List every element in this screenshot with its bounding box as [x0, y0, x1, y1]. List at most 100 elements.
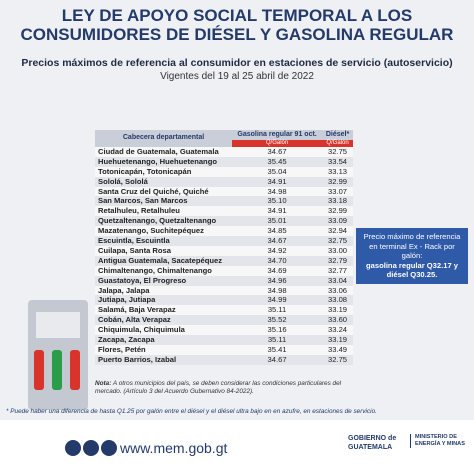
city-cell: San Marcos, San Marcos [95, 196, 233, 207]
price-cell: 32.77 [322, 265, 353, 276]
ministry-logo: MINISTERIO DE ENERGÍA Y MINAS [410, 434, 474, 448]
footnote: * Puede haber una diferencia de hasta Q1… [6, 408, 377, 415]
price-cell: 34.70 [232, 255, 323, 266]
price-cell: 34.67 [232, 354, 323, 365]
title-line: CONSUMIDORES DE DIÉSEL Y GASOLINA REGULA… [20, 25, 454, 44]
city-cell: Zacapa, Zacapa [95, 335, 233, 346]
price-cell: 35.41 [232, 345, 323, 355]
unit-header: Q/Galón [322, 139, 353, 147]
table-row: Chimaltenango, Chimaltenango 34.69 32.77 [95, 265, 353, 276]
price-cell: 32.99 [322, 176, 353, 187]
column-header: Diésel* [322, 130, 353, 140]
city-cell: Ciudad de Guatemala, Guatemala [95, 146, 233, 157]
price-cell: 32.75 [322, 236, 353, 246]
table-row: Ciudad de Guatemala, Guatemala 34.67 32.75 [95, 146, 353, 157]
reference-box: Precio máximo de referencia en terminal … [356, 228, 468, 284]
price-cell: 35.45 [232, 156, 323, 167]
city-cell: Guastatoya, El Progreso [95, 275, 233, 286]
price-cell: 33.24 [322, 325, 353, 336]
city-cell: Puerto Barrios, Izabal [95, 354, 233, 365]
table-row: Sololá, Sololá 34.91 32.99 [95, 176, 353, 187]
city-cell: Antigua Guatemala, Sacatepéquez [95, 255, 233, 266]
price-cell: 32.75 [322, 146, 353, 157]
table-row: Salamá, Baja Verapaz 35.11 33.19 [95, 305, 353, 316]
twitter-icon[interactable] [101, 440, 117, 456]
column-header: Cabecera departamental [95, 130, 233, 147]
title: LEY DE APOYO SOCIAL TEMPORAL A LOS CONSU… [0, 6, 474, 44]
unit-header: Q/Galón [232, 139, 323, 147]
price-cell: 35.04 [232, 166, 323, 177]
city-cell: Totonicapán, Totonicapán [95, 166, 233, 177]
facebook-icon[interactable] [83, 440, 99, 456]
price-cell: 33.54 [322, 156, 353, 167]
city-cell: Retalhuleu, Retalhuleu [95, 206, 233, 217]
table-row: Jutiapa, Jutiapa 34.99 33.08 [95, 295, 353, 306]
government-logo: GOBIERNO de GUATEMALA [348, 435, 397, 451]
note-text: A otros municipios del país, se deben co… [95, 380, 342, 395]
price-cell: 35.10 [232, 196, 323, 207]
city-cell: Chiquimula, Chiquimula [95, 325, 233, 336]
price-cell: 33.00 [322, 245, 353, 256]
city-cell: Salamá, Baja Verapaz [95, 305, 233, 316]
city-cell: Flores, Petén [95, 345, 233, 355]
reference-text: Precio máximo de referencia en terminal … [363, 232, 461, 260]
price-cell: 34.91 [232, 176, 323, 187]
price-cell: 34.92 [232, 245, 323, 256]
city-cell: Mazatenango, Suchitepéquez [95, 226, 233, 237]
price-cell: 33.04 [322, 275, 353, 286]
city-cell: Jutiapa, Jutiapa [95, 295, 233, 306]
price-cell: 33.19 [322, 305, 353, 316]
title-line: LEY DE APOYO SOCIAL TEMPORAL A LOS [61, 6, 413, 25]
price-cell: 33.09 [322, 216, 353, 227]
table-row: Santa Cruz del Quiché, Quiché 34.98 33.07 [95, 186, 353, 197]
city-cell: Sololá, Sololá [95, 176, 233, 187]
price-cell: 33.19 [322, 335, 353, 346]
instagram-icon[interactable] [65, 440, 81, 456]
subtitle: Precios máximos de referencia al consumi… [21, 57, 453, 69]
table-row: Chiquimula, Chiquimula 35.16 33.24 [95, 325, 353, 336]
table-row: Jalapa, Jalapa 34.98 33.06 [95, 285, 353, 296]
table-row: Retalhuleu, Retalhuleu 34.91 32.99 [95, 206, 353, 217]
city-cell: Santa Cruz del Quiché, Quiché [95, 186, 233, 197]
table-row: Quetzaltenango, Quetzaltenango 35.01 33.09 [95, 216, 353, 227]
price-cell: 35.11 [232, 335, 323, 346]
price-cell: 33.07 [322, 186, 353, 197]
table-row: Zacapa, Zacapa 35.11 33.19 [95, 335, 353, 346]
price-cell: 33.13 [322, 166, 353, 177]
price-cell: 35.01 [232, 216, 323, 227]
price-cell: 32.75 [322, 354, 353, 365]
price-cell: 35.52 [232, 315, 323, 326]
table-row: Escuintla, Escuintla 34.67 32.75 [95, 236, 353, 246]
table-row: San Marcos, San Marcos 35.10 33.18 [95, 196, 353, 207]
city-cell: Escuintla, Escuintla [95, 236, 233, 246]
price-cell: 32.99 [322, 206, 353, 217]
price-cell: 34.91 [232, 206, 323, 217]
price-cell: 34.69 [232, 265, 323, 276]
table-row: Cuilapa, Santa Rosa 34.92 33.00 [95, 245, 353, 256]
price-cell: 34.98 [232, 186, 323, 197]
table-row: Puerto Barrios, Izabal 34.67 32.75 [95, 354, 353, 365]
table-row: Cobán, Alta Verapaz 35.52 33.60 [95, 315, 353, 326]
city-cell: Jalapa, Jalapa [95, 285, 233, 296]
table-row: Totonicapán, Totonicapán 35.04 33.13 [95, 166, 353, 177]
note: Nota: A otros municipios del país, se de… [95, 380, 355, 396]
price-cell: 34.98 [232, 285, 323, 296]
table-row: Antigua Guatemala, Sacatepéquez 34.70 32.7… [95, 255, 353, 266]
website[interactable]: www.mem.gob.gt [120, 440, 228, 456]
price-cell: 34.67 [232, 146, 323, 157]
price-cell: 33.60 [322, 315, 353, 326]
price-cell: 34.67 [232, 236, 323, 246]
price-cell: 34.99 [232, 295, 323, 306]
city-cell: Chimaltenango, Chimaltenango [95, 265, 233, 276]
city-cell: Cuilapa, Santa Rosa [95, 245, 233, 256]
price-cell: 35.11 [232, 305, 323, 316]
table-row: Mazatenango, Suchitepéquez 34.85 32.94 [95, 226, 353, 237]
table-row: Flores, Petén 35.41 33.49 [95, 345, 353, 355]
validity: Vigentes del 19 al 25 abril de 2022 [160, 71, 314, 82]
price-cell: 33.49 [322, 345, 353, 355]
reference-prices: gasolina regular Q32.17 y diésel Q30.25. [365, 260, 458, 280]
price-cell: 33.18 [322, 196, 353, 207]
column-header: Gasolina regular 91 oct. [232, 130, 323, 140]
price-table: Cabecera departamental Gasolina regular … [95, 130, 353, 365]
